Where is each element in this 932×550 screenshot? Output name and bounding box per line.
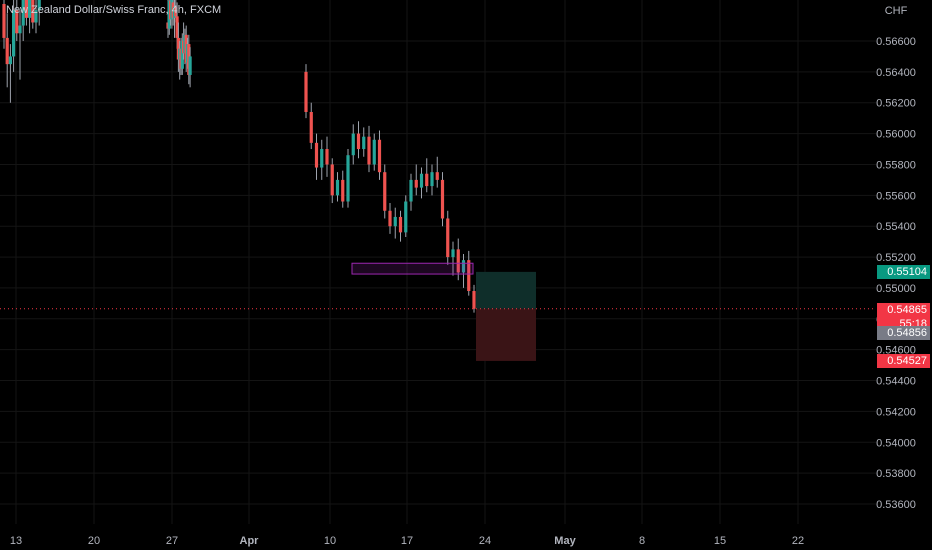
candle-body — [304, 71, 308, 112]
candles — [2, 0, 476, 313]
price-tick-label: 0.56200 — [876, 98, 916, 110]
candle-body — [435, 172, 439, 180]
candle-body — [440, 179, 445, 219]
symbol-title[interactable]: New Zealand Dollar/Swiss Franc, 4h, FXCM — [6, 4, 222, 16]
candle-body — [21, 0, 25, 26]
candle-body — [356, 133, 361, 150]
candle-body — [393, 216, 397, 227]
target-zone — [476, 271, 536, 309]
target-price-label: 0.55104 — [877, 265, 930, 279]
grid-lines — [0, 0, 876, 524]
candle-body — [451, 249, 455, 258]
candle-body — [425, 173, 429, 187]
stop-price-value: 0.54527 — [887, 355, 927, 367]
candle-body — [383, 172, 387, 211]
candle-body — [309, 111, 313, 143]
currency-label: CHF — [885, 5, 908, 17]
candle-body — [2, 3, 6, 38]
candle-body — [5, 37, 9, 65]
price-axis[interactable]: 0.56600 0.56400 0.56200 0.56000 0.55800 0.556… — [876, 36, 916, 511]
time-tick-label: 22 — [792, 535, 804, 547]
time-tick-label: May — [554, 535, 576, 547]
time-tick-label: 24 — [479, 535, 491, 547]
price-tick-label: 0.54200 — [876, 406, 916, 418]
candle-body — [372, 139, 376, 165]
price-tick-label: 0.54000 — [876, 437, 916, 449]
time-tick-label: 13 — [10, 535, 22, 547]
candle-body — [28, 0, 32, 18]
target-price-value: 0.55104 — [887, 266, 927, 278]
candle-body — [37, 0, 41, 11]
time-tick-label: 15 — [714, 535, 726, 547]
price-tick-label: 0.55000 — [876, 283, 916, 295]
time-tick-label: Apr — [240, 535, 260, 547]
candle-body — [34, 10, 38, 23]
candle-body — [24, 0, 28, 18]
candle-body — [388, 210, 392, 227]
candle-body — [12, 10, 16, 57]
candle-body — [325, 149, 329, 165]
candle-body — [346, 155, 350, 202]
time-tick-label: 27 — [166, 535, 178, 547]
price-tick-label: 0.53800 — [876, 468, 916, 480]
price-tick-label: 0.54600 — [876, 345, 916, 357]
candle-body — [314, 142, 319, 168]
candle-body — [472, 291, 476, 309]
price-tick-label: 0.56000 — [876, 129, 916, 141]
candle-body — [377, 139, 382, 173]
price-tick-label: 0.55400 — [876, 221, 916, 233]
price-tick-label: 0.55600 — [876, 190, 916, 202]
time-tick-label: 20 — [88, 535, 100, 547]
candle-body — [351, 133, 355, 156]
candle-body — [404, 201, 408, 233]
candle-body — [467, 260, 471, 292]
price-tick-label: 0.55800 — [876, 159, 916, 171]
candle-body — [362, 136, 366, 150]
price-tick-label: 0.53600 — [876, 499, 916, 511]
candle-body — [15, 10, 19, 34]
candle-body — [414, 179, 418, 188]
candle-body — [175, 16, 179, 38]
candle-body — [8, 56, 12, 65]
candle-body — [367, 136, 371, 165]
bid-price-label: 0.54856 — [877, 326, 930, 340]
time-axis[interactable]: 13 20 27 Apr 10 17 24 May 8 15 22 — [10, 535, 804, 547]
chart-overlays — [0, 262, 876, 310]
candle-body — [341, 179, 345, 202]
candle-body — [430, 172, 434, 187]
candle-body — [419, 173, 424, 188]
candle-body — [446, 218, 450, 258]
price-tick-label: 0.56400 — [876, 67, 916, 79]
candle-body — [174, 7, 178, 17]
last-price-value: 0.54865 — [887, 304, 927, 316]
candle-body — [456, 249, 460, 273]
candle-body — [31, 0, 35, 23]
bid-price-value: 0.54856 — [887, 327, 927, 339]
order-block — [351, 262, 474, 275]
price-tick-label: 0.56600 — [876, 36, 916, 48]
candle-body — [18, 25, 22, 34]
candle-body — [409, 179, 413, 202]
price-tick-label: 0.54400 — [876, 376, 916, 388]
candle-body — [330, 164, 334, 196]
candle-body — [398, 216, 403, 233]
candle-body — [188, 56, 192, 75]
time-tick-label: 10 — [324, 535, 336, 547]
candle-body — [461, 260, 466, 273]
candle-body — [180, 41, 184, 69]
price-tick-label: 0.55200 — [876, 252, 916, 264]
stop-price-label: 0.54527 — [877, 354, 930, 368]
stop-zone — [476, 308, 536, 361]
time-tick-label: 17 — [401, 535, 413, 547]
candle-body — [320, 149, 324, 168]
position-zones — [476, 271, 536, 361]
time-tick-label: 8 — [639, 535, 645, 547]
candle-body — [335, 179, 340, 196]
